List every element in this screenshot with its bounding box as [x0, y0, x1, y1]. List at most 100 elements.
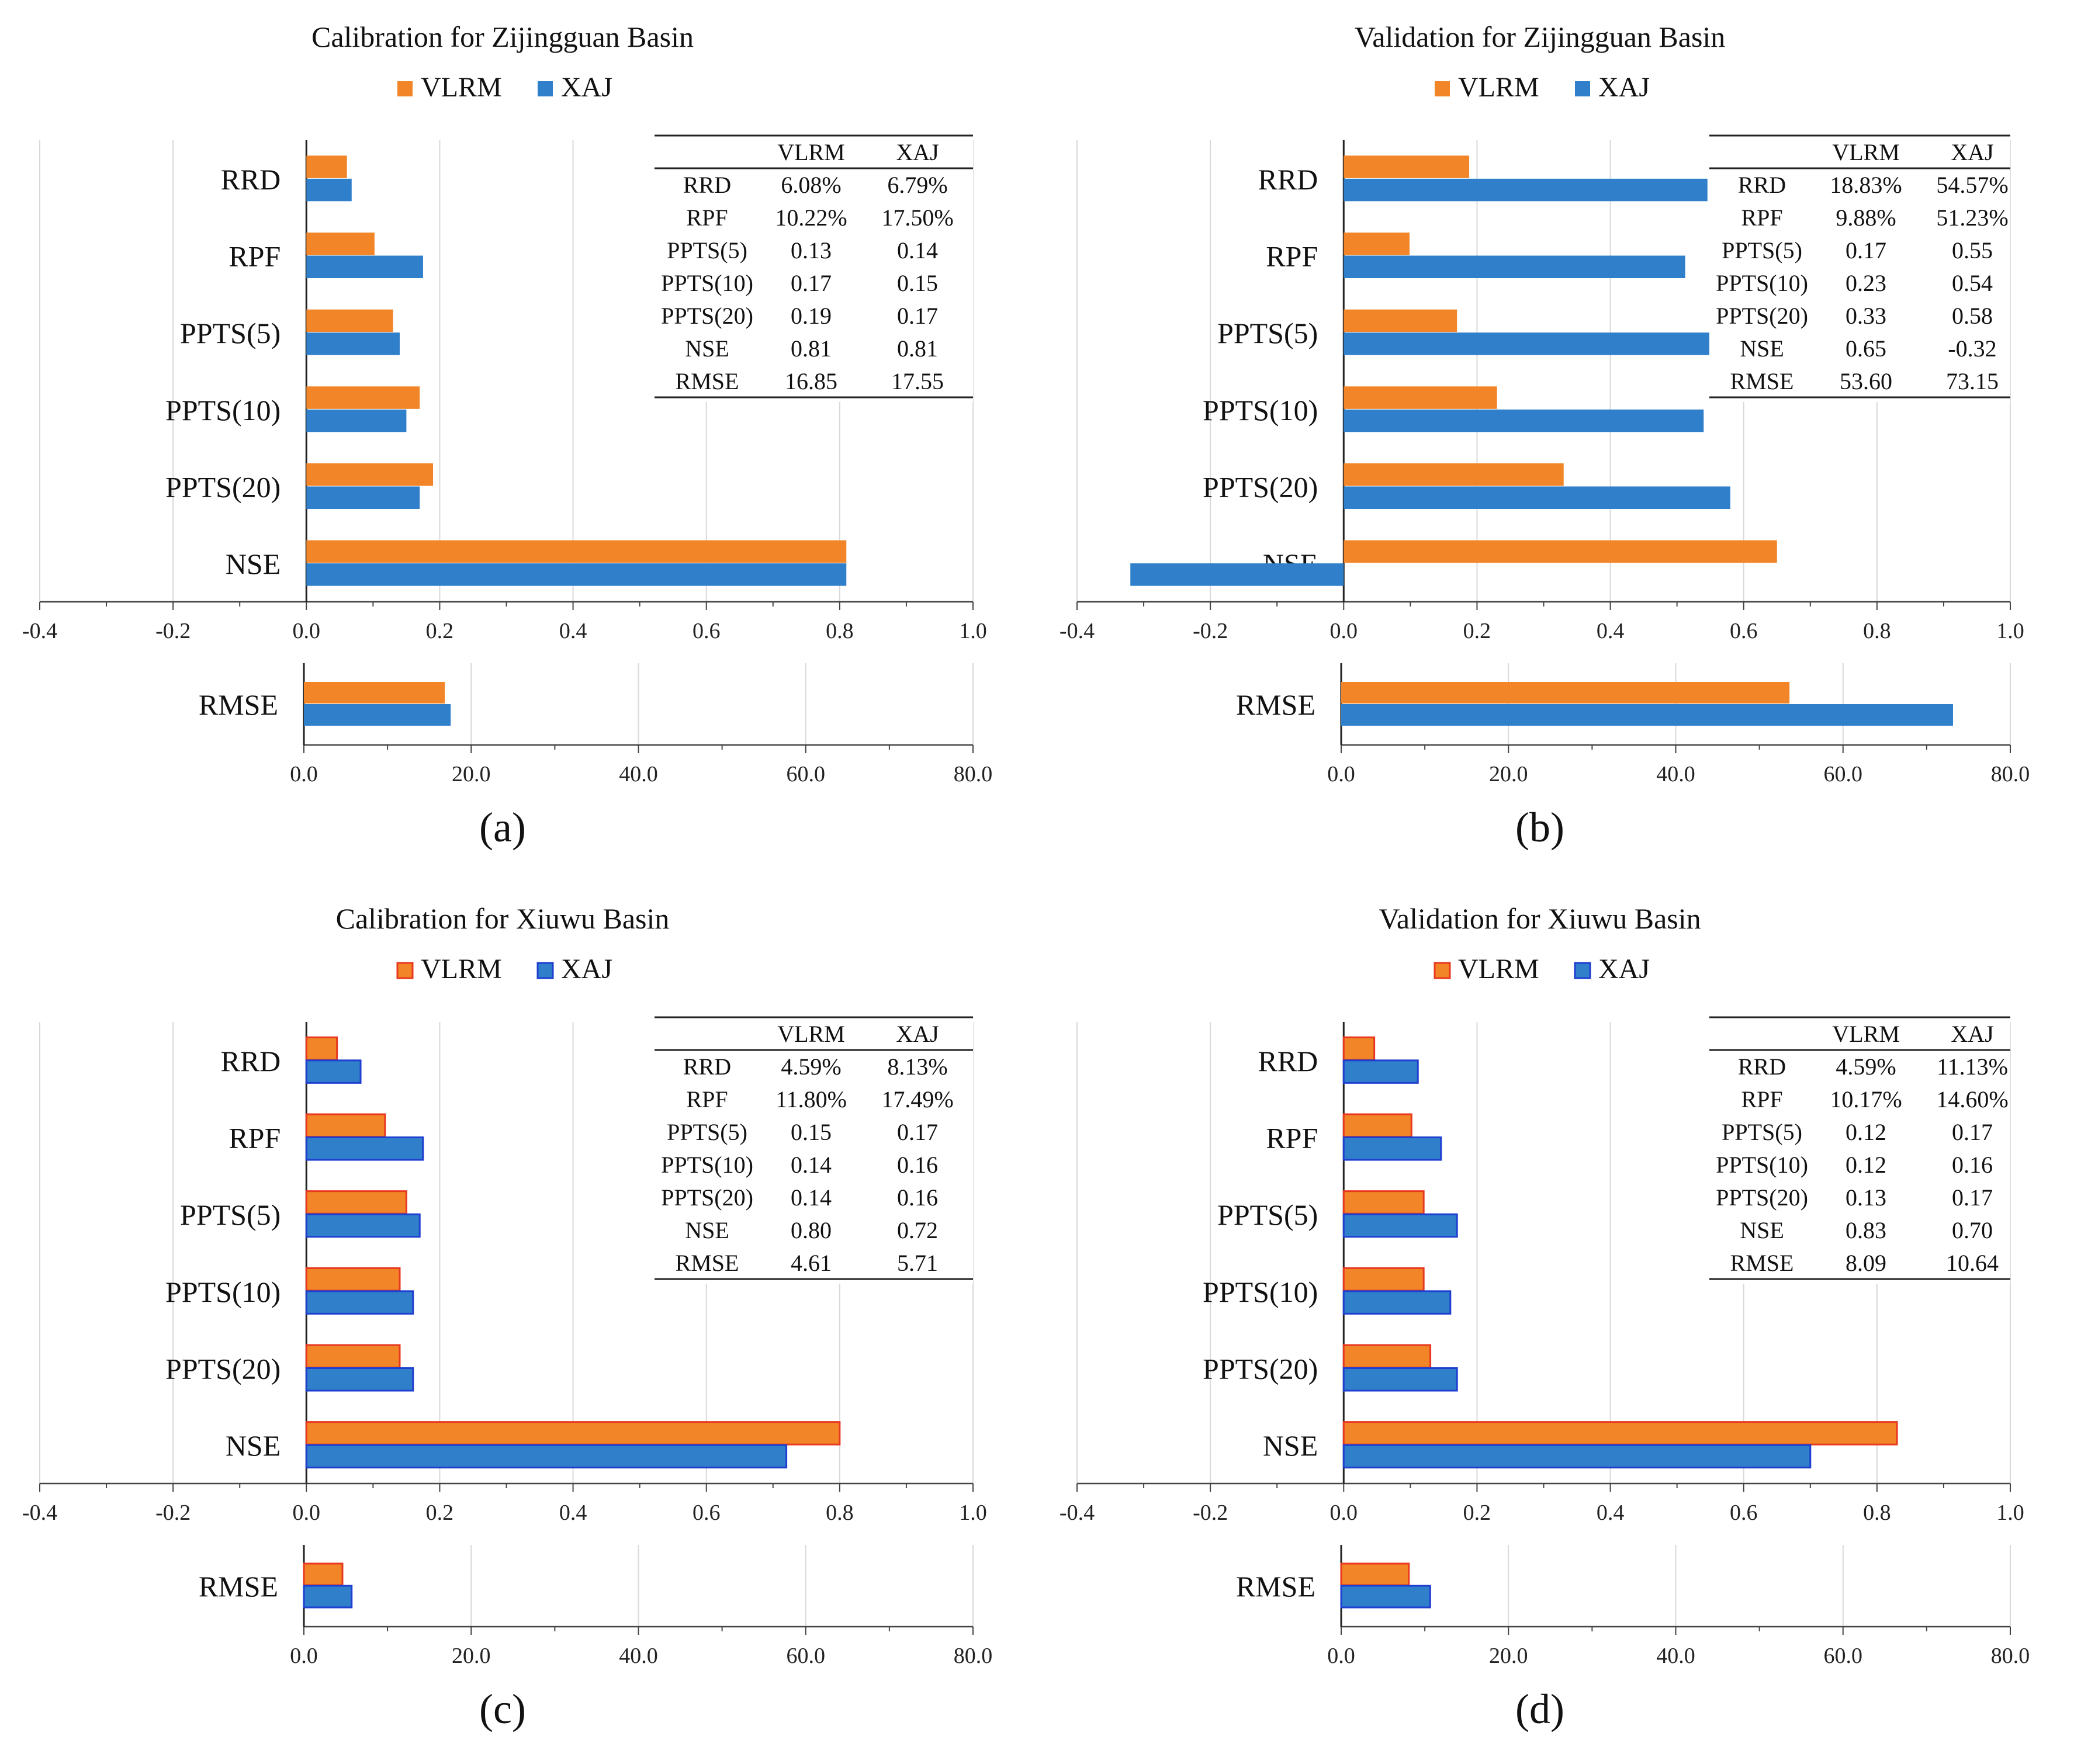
chart-title: Calibration for Zijingguan Basin [311, 20, 694, 53]
table-cell: 0.54 [1952, 270, 1993, 296]
rmse-tick-label: 60.0 [787, 1644, 826, 1668]
table-cell: 9.88% [1836, 205, 1896, 231]
category-label: RPF [1266, 240, 1318, 273]
table-cell: 0.16 [1952, 1152, 1993, 1178]
category-label: NSE [226, 1429, 281, 1462]
table-cell: 0.17 [1952, 1119, 1993, 1145]
bar-vlrm-rrd [1344, 155, 1470, 178]
category-label: NSE [226, 547, 281, 580]
table-cell: 0.65 [1846, 335, 1886, 362]
bar-xaj-ppts5 [306, 332, 400, 355]
table-cell: 0.58 [1952, 303, 1993, 329]
table-cell: 0.72 [897, 1217, 938, 1243]
x-tick-label: 0.6 [693, 1500, 721, 1525]
chart-svg-c: Calibration for Xiuwu Basin VLRM XAJ -0.4 -0… [22, 902, 992, 1732]
rmse-tick-label: 40.0 [1656, 762, 1695, 786]
legend-swatch-vlrm [1434, 962, 1451, 979]
table-cell: RPF [686, 1086, 728, 1113]
legend-label-xaj: XAJ [1598, 72, 1650, 103]
table-cell: 0.14 [897, 237, 938, 264]
table-cell: 17.49% [881, 1086, 953, 1113]
x-tick-label: -0.4 [1059, 1500, 1095, 1525]
table-cell: PPTS(5) [1722, 237, 1802, 264]
table-cell: NSE [685, 335, 729, 362]
bar-vlrm-ppts5 [1344, 309, 1457, 332]
rmse-tick-label: 0.0 [1327, 1644, 1355, 1668]
category-label: RPF [228, 240, 281, 273]
metrics-table: VLRM XAJ RRD 6.08% 6.79% RPF 10.22% 17.50% PPTS(… [655, 134, 973, 402]
table-cell: RRD [683, 1053, 731, 1080]
category-label: RRD [1258, 1045, 1318, 1077]
table-cell: RMSE [1730, 368, 1794, 394]
table-header-xaj: XAJ [1951, 1021, 1993, 1047]
bar-xaj-nse [1130, 563, 1344, 586]
table-cell: 0.16 [897, 1152, 938, 1178]
x-tick-label: 0.0 [1330, 1500, 1358, 1525]
bar-vlrm-nse [1342, 1421, 1898, 1446]
table-cell: 0.17 [897, 1119, 938, 1145]
bar-xaj-nse [305, 1444, 788, 1469]
table-cell: RMSE [1730, 1250, 1794, 1276]
category-label: RPF [228, 1122, 281, 1155]
table-cell: RPF [686, 205, 728, 231]
category-label: PPTS(5) [180, 1198, 281, 1231]
rmse-tick-label: 80.0 [1991, 762, 2030, 786]
rmse-tick-label: 40.0 [619, 762, 658, 786]
bar-xaj-ppts10 [1344, 409, 1704, 432]
table-cell: 0.12 [1846, 1119, 1886, 1145]
table-cell: 0.17 [1952, 1184, 1993, 1211]
x-tick-label: 0.0 [1330, 619, 1358, 643]
table-cell: NSE [1740, 1217, 1784, 1243]
bar-vlrm-ppts5 [1342, 1190, 1425, 1215]
legend-label-vlrm: VLRM [1458, 954, 1539, 985]
table-cell: RRD [1738, 1053, 1786, 1080]
table-cell: 6.79% [887, 172, 947, 198]
chart-svg-b: Validation for Zijingguan Basin VLRM XAJ -0… [1059, 20, 2030, 851]
x-tick-label: 1.0 [1996, 1500, 2024, 1525]
table-cell: 5.71 [897, 1250, 938, 1276]
table-cell: 0.14 [791, 1152, 832, 1178]
table-cell: PPTS(10) [661, 270, 753, 296]
table-cell: 11.13% [1937, 1053, 2008, 1080]
panel-label: (a) [479, 804, 526, 851]
x-tick-label: -0.2 [155, 619, 191, 643]
table-cell: 0.17 [897, 303, 938, 329]
rmse-tick-label: 0.0 [1327, 762, 1355, 786]
table-header-vlrm: VLRM [777, 139, 845, 165]
chart-panel-b: Validation for Zijingguan Basin VLRM XAJ -0… [1037, 0, 2074, 882]
table-cell: 14.60% [1936, 1086, 2008, 1113]
bar-xaj-ppts20 [305, 1367, 414, 1392]
rmse-tick-label: 80.0 [954, 762, 993, 786]
bar-xaj-rrd [305, 1059, 362, 1084]
legend-swatch-vlrm [397, 81, 413, 96]
bar-xaj-rrd [1342, 1059, 1419, 1084]
table-cell: 0.15 [791, 1119, 832, 1145]
rmse-tick-label: 20.0 [452, 762, 491, 786]
table-cell: 0.80 [791, 1217, 832, 1243]
table-cell: NSE [1740, 335, 1784, 362]
table-cell: 10.22% [775, 205, 847, 231]
chart-title: Calibration for Xiuwu Basin [336, 902, 670, 935]
table-cell: 8.09 [1846, 1250, 1886, 1276]
table-cell: 11.80% [775, 1086, 847, 1113]
x-tick-label: 0.2 [426, 1500, 454, 1525]
bar-vlrm-ppts10 [1344, 386, 1497, 409]
bar-vlrm-rpf [306, 233, 375, 255]
table-cell: PPTS(20) [661, 303, 753, 329]
x-tick-label: 0.6 [1730, 619, 1758, 643]
table-cell: 0.70 [1952, 1217, 1993, 1243]
table-cell: RRD [683, 172, 731, 198]
rmse-tick-label: 40.0 [619, 1644, 658, 1668]
bar-xaj-rrd [1344, 178, 1708, 202]
category-label: RRD [220, 163, 281, 196]
bar-vlrm-nse [305, 1421, 841, 1446]
metrics-table: VLRM XAJ RRD 4.59% 11.13% RPF 10.17% 14.60% PPTS… [1709, 1016, 2010, 1284]
x-tick-label: 0.2 [426, 619, 454, 643]
x-tick-label: 0.6 [693, 619, 721, 643]
rmse-tick-label: 60.0 [1824, 1644, 1863, 1668]
chart-title: Validation for Xiuwu Basin [1379, 902, 1701, 935]
bar-vlrm-ppts20 [306, 463, 434, 486]
table-cell: 4.59% [781, 1053, 841, 1080]
bar-vlrm-ppts5 [305, 1190, 407, 1215]
table-cell: 4.61 [791, 1250, 832, 1276]
